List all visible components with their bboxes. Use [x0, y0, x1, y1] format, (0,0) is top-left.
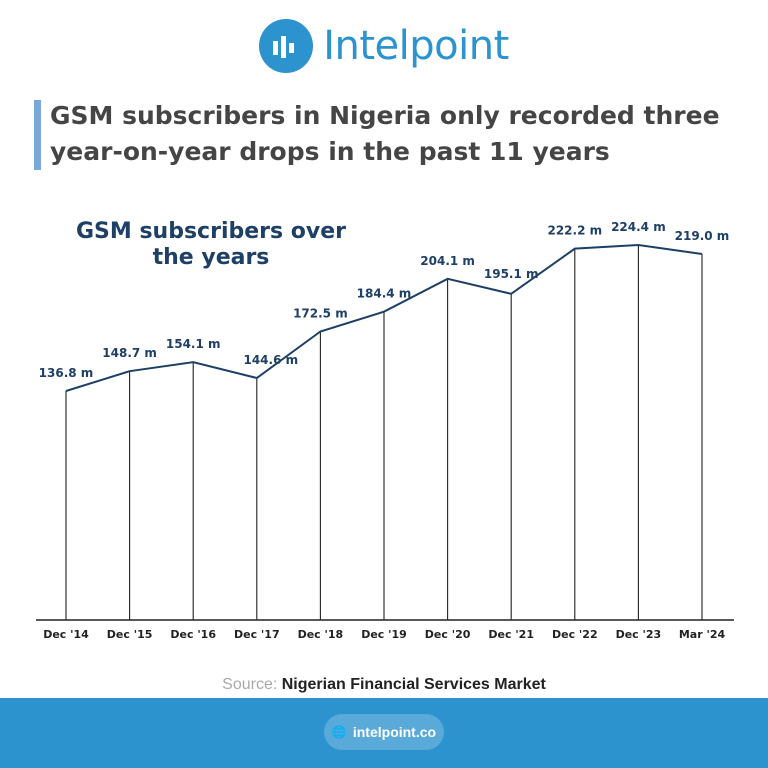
- data-label: 148.7 m: [102, 346, 157, 360]
- data-label: 154.1 m: [166, 337, 221, 351]
- bar-chart-logo-icon: [259, 19, 314, 73]
- x-tick-label: Dec '22: [552, 628, 598, 641]
- x-tick-label: Dec '17: [234, 628, 280, 641]
- source-label: Source:: [222, 676, 278, 693]
- x-tick-label: Dec '18: [298, 628, 344, 641]
- globe-icon: 🌐: [331, 725, 347, 739]
- chart-title: GSM subscribers over the years: [76, 219, 346, 270]
- website-url: intelpoint.co: [352, 724, 437, 740]
- brand-name: Intelpoint: [323, 23, 509, 69]
- headline: GSM subscribers in Nigeria only recorded…: [34, 98, 750, 170]
- data-label: 224.4 m: [611, 220, 666, 234]
- x-tick-label: Dec '20: [425, 628, 471, 641]
- data-label: 204.1 m: [420, 254, 475, 268]
- x-tick-label: Dec '19: [361, 628, 407, 641]
- data-label: 219.0 m: [675, 229, 730, 243]
- x-tick-label: Dec '15: [107, 628, 153, 641]
- series-line: [65, 243, 703, 392]
- x-tick-label: Dec '21: [488, 628, 534, 641]
- source-line: Source: Nigerian Financial Services Mark…: [0, 676, 768, 694]
- x-tick-label: Dec '14: [43, 628, 89, 641]
- x-tick-label: Mar '24: [679, 628, 726, 641]
- data-label: 184.4 m: [357, 287, 412, 301]
- headline-text: GSM subscribers in Nigeria only recorded…: [50, 101, 720, 166]
- website-link[interactable]: 🌐 intelpoint.co: [324, 714, 444, 750]
- x-tick-label: Dec '23: [616, 628, 662, 641]
- data-label: 195.1 m: [484, 267, 539, 281]
- headline-accent-bar: [34, 100, 41, 170]
- data-label: 222.2 m: [547, 224, 602, 238]
- line-chart: GSM subscribers over the years 136.8 m Dec …: [36, 219, 734, 641]
- brand-logo: Intelpoint: [0, 14, 768, 78]
- data-label: 144.6 m: [243, 353, 298, 367]
- footer-bar: 🌐 intelpoint.co: [0, 698, 768, 768]
- source-value: Nigerian Financial Services Market: [281, 676, 546, 693]
- data-label: 172.5 m: [293, 307, 348, 321]
- data-label: 136.8 m: [39, 366, 94, 380]
- x-tick-label: Dec '16: [170, 628, 216, 641]
